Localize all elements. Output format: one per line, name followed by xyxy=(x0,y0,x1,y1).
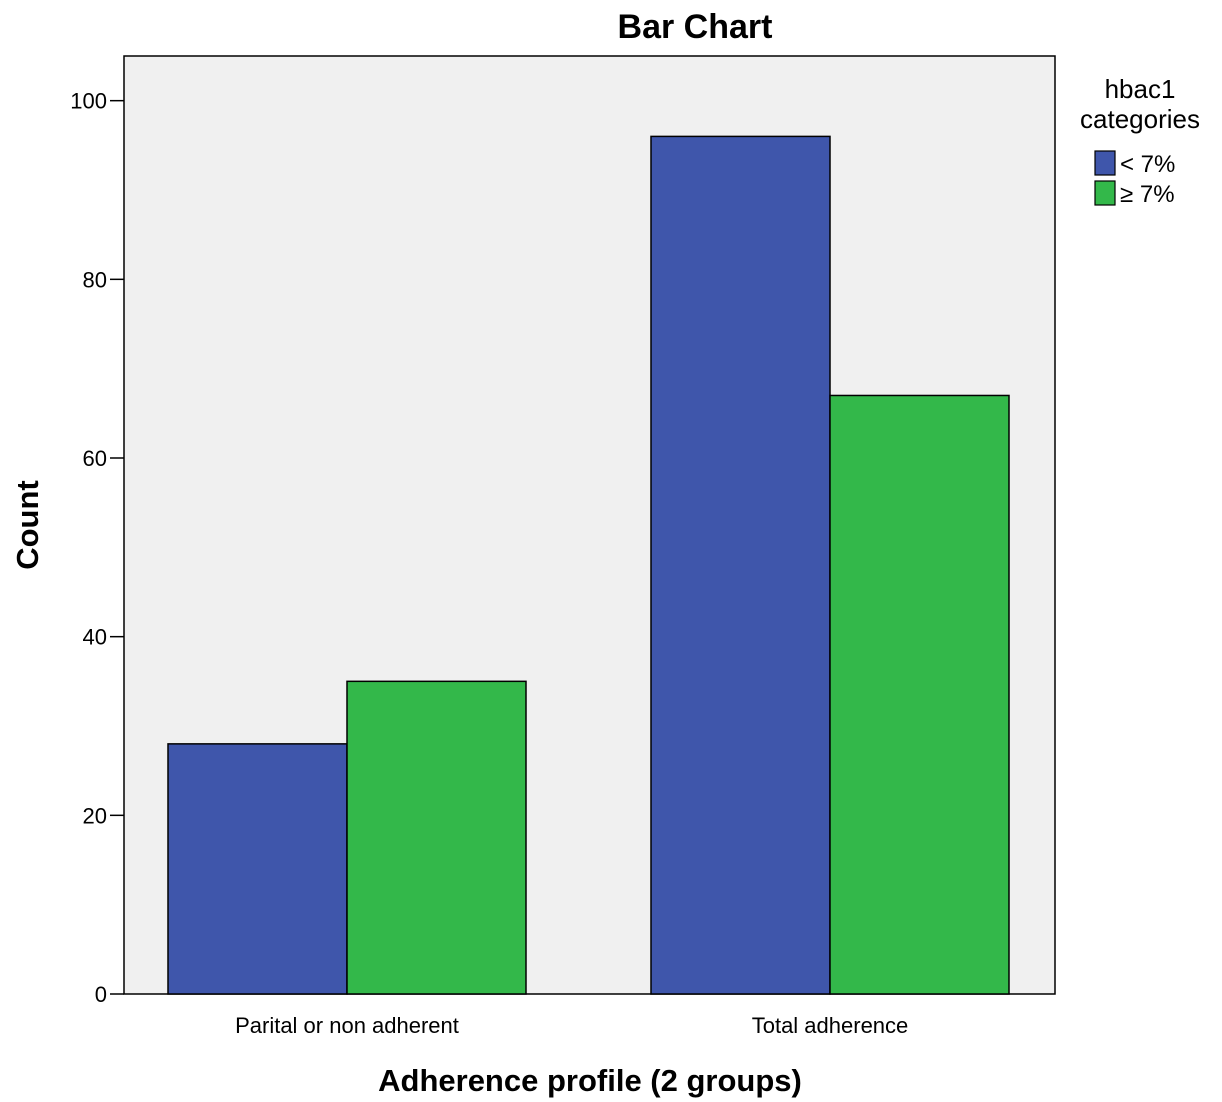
y-tick-label-60: 60 xyxy=(83,446,107,471)
y-tick-label-20: 20 xyxy=(83,803,107,828)
chart-title: Bar Chart xyxy=(618,8,773,46)
legend-swatch-2 xyxy=(1094,180,1116,206)
y-tick-label-40: 40 xyxy=(83,625,107,650)
legend-label-1: < 7% xyxy=(1120,151,1175,178)
legend: hbac1 categories < 7% ≥ 7% xyxy=(1080,74,1200,208)
y-tick-label-0: 0 xyxy=(95,982,107,1007)
legend-swatch-1 xyxy=(1094,150,1116,176)
y-axis: 0 20 40 60 80 100 xyxy=(70,89,124,1007)
bar-1-series-2 xyxy=(346,680,527,995)
legend-title-line-2: categories xyxy=(1080,104,1200,134)
bar-2-series-1 xyxy=(650,135,831,995)
bar-1-series-1 xyxy=(167,743,348,995)
y-axis-label: Count xyxy=(10,480,45,570)
legend-label-2: ≥ 7% xyxy=(1120,181,1175,208)
x-axis-label: Adherence profile (2 groups) xyxy=(378,1063,802,1098)
y-tick-label-80: 80 xyxy=(83,267,107,292)
bar-2-series-2 xyxy=(829,394,1010,995)
y-tick-label-100: 100 xyxy=(70,89,107,114)
x-tick-label-1: Parital or non adherent xyxy=(235,1013,459,1038)
bars xyxy=(167,135,1010,995)
x-axis: Parital or non adherent Total adherence xyxy=(235,1013,908,1038)
x-tick-label-2: Total adherence xyxy=(752,1013,909,1038)
legend-title-line-1: hbac1 xyxy=(1105,74,1176,104)
